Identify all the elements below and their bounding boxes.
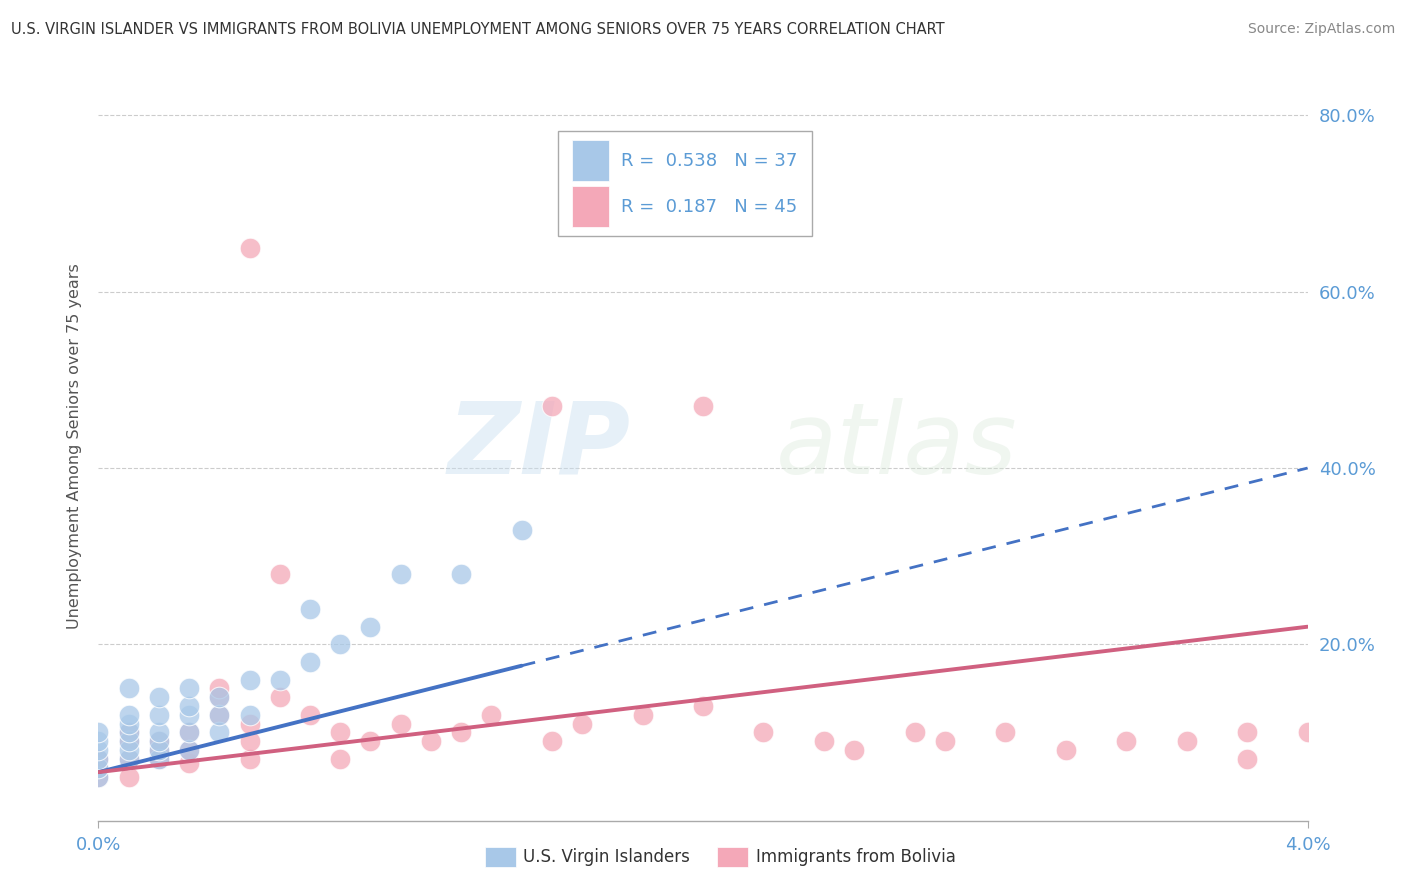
Point	[692, 699, 714, 714]
Point	[118, 725, 141, 739]
Point	[389, 716, 412, 731]
Text: R =  0.187   N = 45: R = 0.187 N = 45	[621, 198, 797, 216]
Point	[420, 734, 443, 748]
Point	[208, 707, 231, 722]
Point	[87, 743, 110, 757]
Point	[994, 725, 1017, 739]
Point	[1115, 734, 1137, 748]
Point	[299, 707, 322, 722]
Point	[148, 690, 170, 705]
Point	[329, 637, 352, 651]
Point	[179, 756, 201, 771]
Point	[179, 681, 201, 696]
Point	[239, 716, 262, 731]
Point	[1175, 734, 1198, 748]
Point	[571, 716, 593, 731]
Point	[239, 752, 262, 766]
Point	[118, 725, 141, 739]
Point	[540, 400, 562, 414]
Point	[118, 734, 141, 748]
Point	[118, 752, 141, 766]
Text: Immigrants from Bolivia: Immigrants from Bolivia	[756, 848, 956, 866]
Point	[118, 716, 141, 731]
Text: R =  0.538   N = 37: R = 0.538 N = 37	[621, 152, 797, 169]
Bar	[572, 186, 609, 227]
Point	[239, 734, 262, 748]
Point	[389, 566, 412, 581]
Point	[148, 707, 170, 722]
Point	[148, 752, 170, 766]
Point	[208, 690, 231, 705]
Point	[540, 734, 562, 748]
Point	[87, 770, 110, 784]
Point	[269, 566, 291, 581]
Point	[118, 734, 141, 748]
Point	[148, 725, 170, 739]
Point	[1236, 752, 1258, 766]
Text: Source: ZipAtlas.com: Source: ZipAtlas.com	[1247, 22, 1395, 37]
Point	[904, 725, 927, 739]
Point	[813, 734, 835, 748]
Point	[148, 734, 170, 748]
Point	[148, 743, 170, 757]
Point	[179, 725, 201, 739]
Point	[269, 690, 291, 705]
Point	[87, 761, 110, 775]
Point	[179, 743, 201, 757]
Point	[450, 725, 472, 739]
Point	[208, 707, 231, 722]
Point	[179, 725, 201, 739]
Point	[87, 725, 110, 739]
Text: atlas: atlas	[776, 398, 1017, 494]
Point	[239, 707, 262, 722]
Point	[631, 707, 654, 722]
Text: U.S. Virgin Islanders: U.S. Virgin Islanders	[523, 848, 690, 866]
Point	[148, 734, 170, 748]
Point	[208, 690, 231, 705]
Point	[87, 752, 110, 766]
FancyBboxPatch shape	[558, 131, 811, 236]
Point	[329, 752, 352, 766]
Point	[118, 752, 141, 766]
Point	[87, 770, 110, 784]
Point	[844, 743, 866, 757]
Point	[208, 725, 231, 739]
Point	[510, 523, 533, 537]
Point	[148, 743, 170, 757]
Point	[269, 673, 291, 687]
Point	[179, 743, 201, 757]
Point	[450, 566, 472, 581]
Y-axis label: Unemployment Among Seniors over 75 years: Unemployment Among Seniors over 75 years	[67, 263, 83, 629]
Point	[208, 681, 231, 696]
Point	[692, 400, 714, 414]
Point	[481, 707, 503, 722]
Point	[179, 707, 201, 722]
Point	[360, 620, 382, 634]
Point	[118, 707, 141, 722]
Point	[1236, 725, 1258, 739]
Point	[934, 734, 956, 748]
Point	[1296, 725, 1319, 739]
Point	[148, 752, 170, 766]
Point	[87, 761, 110, 775]
Point	[329, 725, 352, 739]
Point	[752, 725, 775, 739]
Text: ZIP: ZIP	[447, 398, 630, 494]
Point	[179, 699, 201, 714]
Point	[87, 734, 110, 748]
Point	[118, 681, 141, 696]
Point	[118, 770, 141, 784]
Point	[1054, 743, 1077, 757]
Text: U.S. VIRGIN ISLANDER VS IMMIGRANTS FROM BOLIVIA UNEMPLOYMENT AMONG SENIORS OVER : U.S. VIRGIN ISLANDER VS IMMIGRANTS FROM …	[11, 22, 945, 37]
Point	[87, 752, 110, 766]
Point	[360, 734, 382, 748]
Bar	[572, 140, 609, 181]
Point	[239, 673, 262, 687]
Point	[299, 655, 322, 669]
Point	[239, 241, 262, 255]
Point	[118, 743, 141, 757]
Point	[299, 602, 322, 616]
